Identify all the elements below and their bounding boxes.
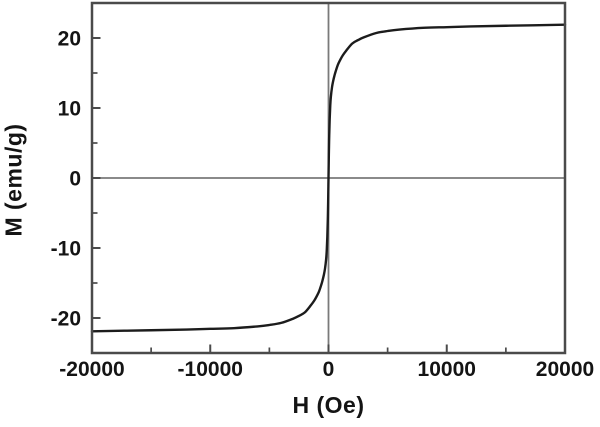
y-tick-label: 0 xyxy=(69,168,81,191)
y-tick-label: -20 xyxy=(51,308,81,331)
x-tick-label: 20000 xyxy=(536,358,594,381)
y-tick-label: 20 xyxy=(58,28,81,51)
mh-curve xyxy=(90,23,567,333)
x-tick-label: -20000 xyxy=(59,358,124,381)
y-axis-title: M (emu/g) xyxy=(0,123,27,237)
plot-frame xyxy=(90,1,567,355)
x-tick-label: -10000 xyxy=(178,358,243,381)
x-tick-label: 0 xyxy=(323,358,335,381)
y-tick-label: 10 xyxy=(58,98,81,121)
y-tick-label: -10 xyxy=(51,238,81,261)
x-axis-title: H (Oe) xyxy=(292,392,365,418)
x-tick-label: 10000 xyxy=(418,358,476,381)
